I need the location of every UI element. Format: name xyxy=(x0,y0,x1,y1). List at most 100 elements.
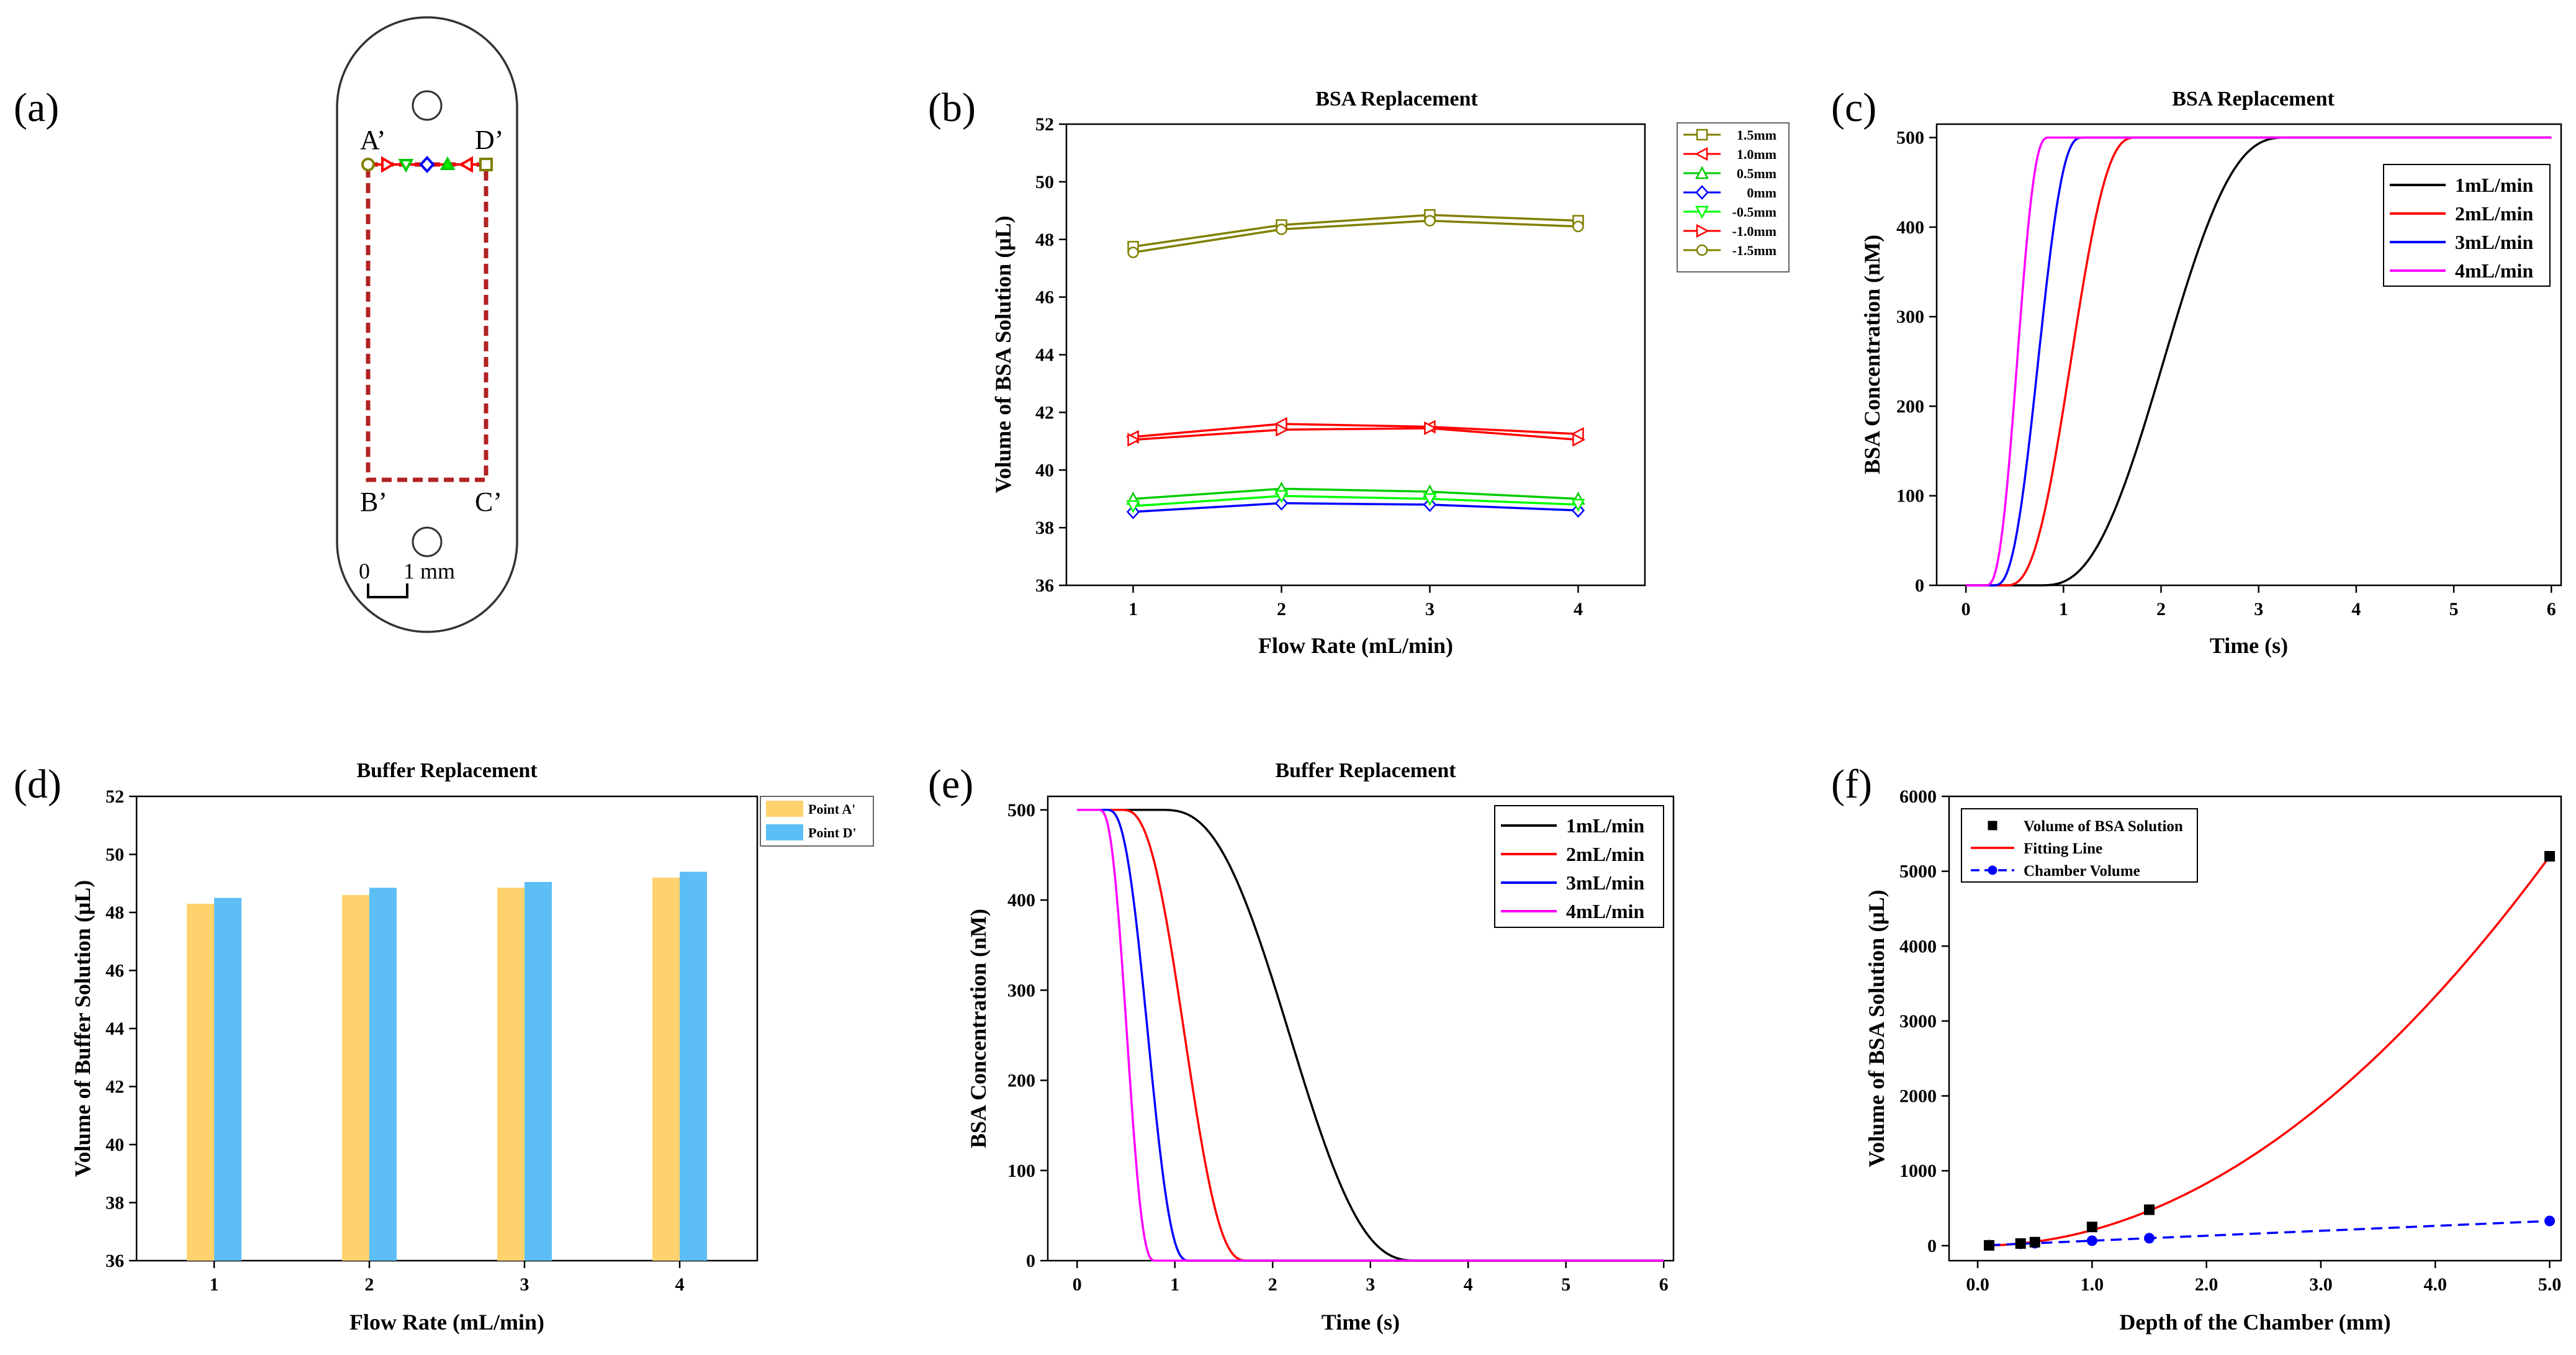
x-tick-label: 5.0 xyxy=(2538,1274,2562,1295)
legend-label: 1.5mm xyxy=(1737,127,1777,143)
chart-c-ticks: 0 1 2 3 4 5 6 0 100 200 300 400 500 xyxy=(1896,128,2556,619)
bar-pointd xyxy=(680,871,707,1261)
x-tick-label: 4 xyxy=(675,1274,685,1295)
chart-b-xlabel: Flow Rate (mL/min) xyxy=(1258,633,1453,658)
legend-label: 1.0mm xyxy=(1737,146,1777,162)
y-tick-label: 40 xyxy=(1035,460,1054,480)
chart-e-xlabel: Time (s) xyxy=(1322,1310,1400,1335)
legend-label: 2mL/min xyxy=(1566,843,1644,865)
x-tick-label: 1.0 xyxy=(2081,1274,2104,1295)
chart-c-legend: 1mL/min 2mL/min 3mL/min 4mL/min xyxy=(2390,174,2533,282)
chamber-outline xyxy=(336,16,518,633)
label-b-prime: B’ xyxy=(360,487,387,517)
y-tick-label: 200 xyxy=(1007,1071,1035,1091)
scale-bar-zero: 0 xyxy=(359,559,370,583)
marker-diamond-icon xyxy=(419,156,435,173)
chart-f-xlabel: Depth of the Chamber (mm) xyxy=(2119,1310,2390,1335)
legend-label: 3mL/min xyxy=(2455,231,2533,253)
data-point xyxy=(1127,433,1141,447)
panel-c: (c) BSA Replacement 0 1 2 3 4 5 6 0 100 200 300 400… xyxy=(1831,85,2562,658)
x-tick-label: 3 xyxy=(1366,1274,1375,1295)
panel-b-letter: (b) xyxy=(928,85,976,130)
data-point xyxy=(1276,223,1287,235)
series-line-1.5mm xyxy=(1133,214,1578,248)
data-point xyxy=(1424,421,1438,435)
series-line-0mm xyxy=(1133,502,1578,513)
legend-marker-icon xyxy=(1695,166,1709,179)
y-tick-label: 42 xyxy=(106,1077,124,1097)
label-a-prime: A’ xyxy=(360,125,386,155)
data-point xyxy=(1274,490,1289,503)
legend-label: 1mL/min xyxy=(2455,174,2533,196)
chart-e-title: Buffer Replacement xyxy=(1275,759,1456,782)
chart-b-title: BSA Replacement xyxy=(1315,88,1478,110)
panel-a: (a) A’ D’ B’ C’ 0 1 mm xyxy=(14,16,518,633)
legend-label: Chamber Volume xyxy=(2024,863,2140,880)
legend-marker-icon xyxy=(1696,244,1708,256)
series-line-1.0mm xyxy=(1133,423,1578,438)
x-tick-label: 4 xyxy=(2351,599,2361,619)
legend-label: -1.5mm xyxy=(1732,243,1777,258)
chart-f-ylabel: Volume of BSA Solution (μL) xyxy=(1864,889,1889,1167)
y-tick-label: 0 xyxy=(1927,1236,1937,1256)
legend-marker-icon xyxy=(1695,185,1709,200)
data-point xyxy=(1424,215,1436,227)
series-line--1.5mm xyxy=(1133,219,1578,254)
chart-b-legend-box xyxy=(1677,122,1790,272)
outlet-hole xyxy=(412,526,443,557)
legend-swatch xyxy=(766,824,803,840)
y-tick-label: 100 xyxy=(1007,1161,1035,1181)
marker-circle-icon xyxy=(361,158,375,171)
y-tick-label: 400 xyxy=(1007,890,1035,911)
y-tick-label: 38 xyxy=(106,1193,124,1213)
marker-triangle-left-icon xyxy=(459,156,473,173)
y-tick-label: 500 xyxy=(1896,128,1924,148)
panel-e-letter: (e) xyxy=(928,762,973,807)
series-line-4mL/min xyxy=(1077,809,1664,1262)
panel-b: (b) BSA Replacement 1 2 3 43638404244464850… xyxy=(928,85,1790,658)
x-tick-label: 1 xyxy=(2059,599,2068,619)
x-tick-label: 3 xyxy=(1425,599,1434,619)
data-point xyxy=(1126,500,1140,513)
bar-pointa xyxy=(497,888,525,1261)
data-point xyxy=(1423,493,1437,506)
legend-label: Point D' xyxy=(808,825,857,840)
legend-label: -0.5mm xyxy=(1732,204,1777,220)
panel-f-letter: (f) xyxy=(1831,762,1872,807)
x-tick-label: 2 xyxy=(1277,599,1286,619)
x-tick-label: 5 xyxy=(2449,599,2459,619)
x-tick-label: 4 xyxy=(1464,1274,1473,1295)
chart-e-legend: 1mL/min 2mL/min 3mL/min 4mL/min xyxy=(1501,814,1644,922)
y-tick-label: 4000 xyxy=(1899,936,1937,957)
y-tick-label: 6000 xyxy=(1899,786,1937,807)
chart-c-series xyxy=(1966,136,2552,587)
legend-marker-icon xyxy=(1695,205,1709,219)
legend-label: 4mL/min xyxy=(1566,900,1644,922)
legend-marker-icon xyxy=(1988,865,1997,875)
y-tick-label: 0 xyxy=(1026,1251,1035,1271)
legend-label: Point A' xyxy=(808,801,855,817)
x-tick-label: 5 xyxy=(1561,1274,1570,1295)
legend-label: 1mL/min xyxy=(1566,814,1644,837)
x-tick-label: 0 xyxy=(1073,1274,1082,1295)
x-tick-label: 6 xyxy=(1659,1274,1669,1295)
y-tick-label: 100 xyxy=(1896,486,1924,506)
bsa-volume-point xyxy=(2144,1204,2155,1215)
bar-pointa xyxy=(652,877,680,1261)
data-point xyxy=(1571,498,1585,512)
series-line--0.5mm xyxy=(1133,495,1578,508)
chart-f-ticks: 0.0 1.0 2.0 3.0 4.0 5.0 0 1000 2000 3000 4000 5000 6… xyxy=(1899,786,2561,1295)
legend-label: 4mL/min xyxy=(2455,259,2533,282)
y-tick-label: 5000 xyxy=(1899,862,1937,882)
legend-label: Fitting Line xyxy=(2024,840,2102,857)
x-tick-label: 3 xyxy=(2254,599,2263,619)
chart-c-plot-frame xyxy=(1935,123,2562,587)
x-tick-label: 0.0 xyxy=(1966,1274,1989,1295)
bsa-volume-point xyxy=(1984,1240,1995,1251)
y-tick-label: 300 xyxy=(1896,307,1924,327)
y-tick-label: 46 xyxy=(1035,287,1054,308)
x-tick-label: 4.0 xyxy=(2424,1274,2448,1295)
chart-e-series xyxy=(1077,809,1664,1262)
y-tick-label: 44 xyxy=(1035,345,1054,366)
